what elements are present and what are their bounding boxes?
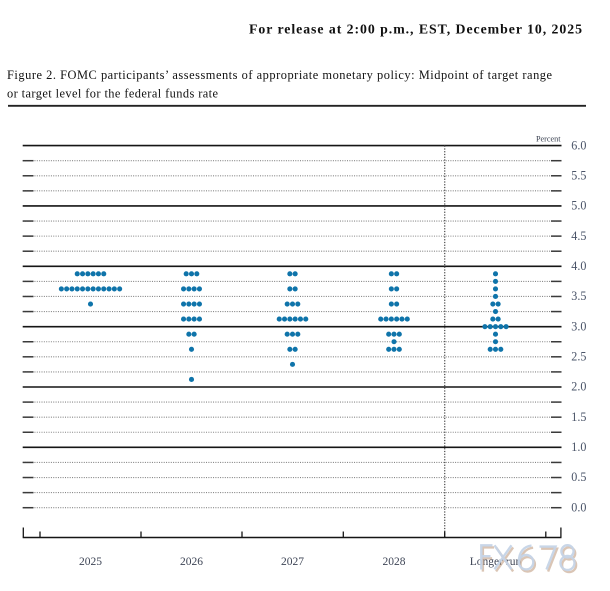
svg-text:3.0: 3.0 (571, 319, 586, 333)
svg-text:2027: 2027 (281, 556, 304, 568)
svg-text:2026: 2026 (180, 556, 203, 568)
svg-text:Figure 2. FOMC participants’ a: Figure 2. FOMC participants’ assessments… (7, 68, 553, 82)
svg-text:For release at 2:00 p.m., EST,: For release at 2:00 p.m., EST, December … (249, 22, 582, 37)
svg-text:Percent: Percent (536, 135, 561, 144)
svg-text:3.5: 3.5 (571, 289, 586, 303)
svg-text:1.0: 1.0 (571, 440, 586, 454)
svg-text:4.0: 4.0 (571, 259, 586, 273)
svg-text:0.5: 0.5 (571, 470, 586, 484)
svg-text:or target level for the federa: or target level for the federal funds ra… (7, 86, 219, 100)
svg-text:5.0: 5.0 (571, 199, 586, 213)
svg-text:2.0: 2.0 (571, 380, 586, 394)
svg-text:2025: 2025 (79, 556, 102, 568)
svg-text:2.5: 2.5 (571, 350, 586, 364)
svg-text:2028: 2028 (383, 556, 406, 568)
svg-text:5.5: 5.5 (571, 168, 586, 182)
svg-text:6.0: 6.0 (571, 138, 586, 152)
svg-text:1.5: 1.5 (571, 410, 586, 424)
svg-text:4.5: 4.5 (571, 229, 586, 243)
svg-text:0.0: 0.0 (571, 500, 586, 514)
